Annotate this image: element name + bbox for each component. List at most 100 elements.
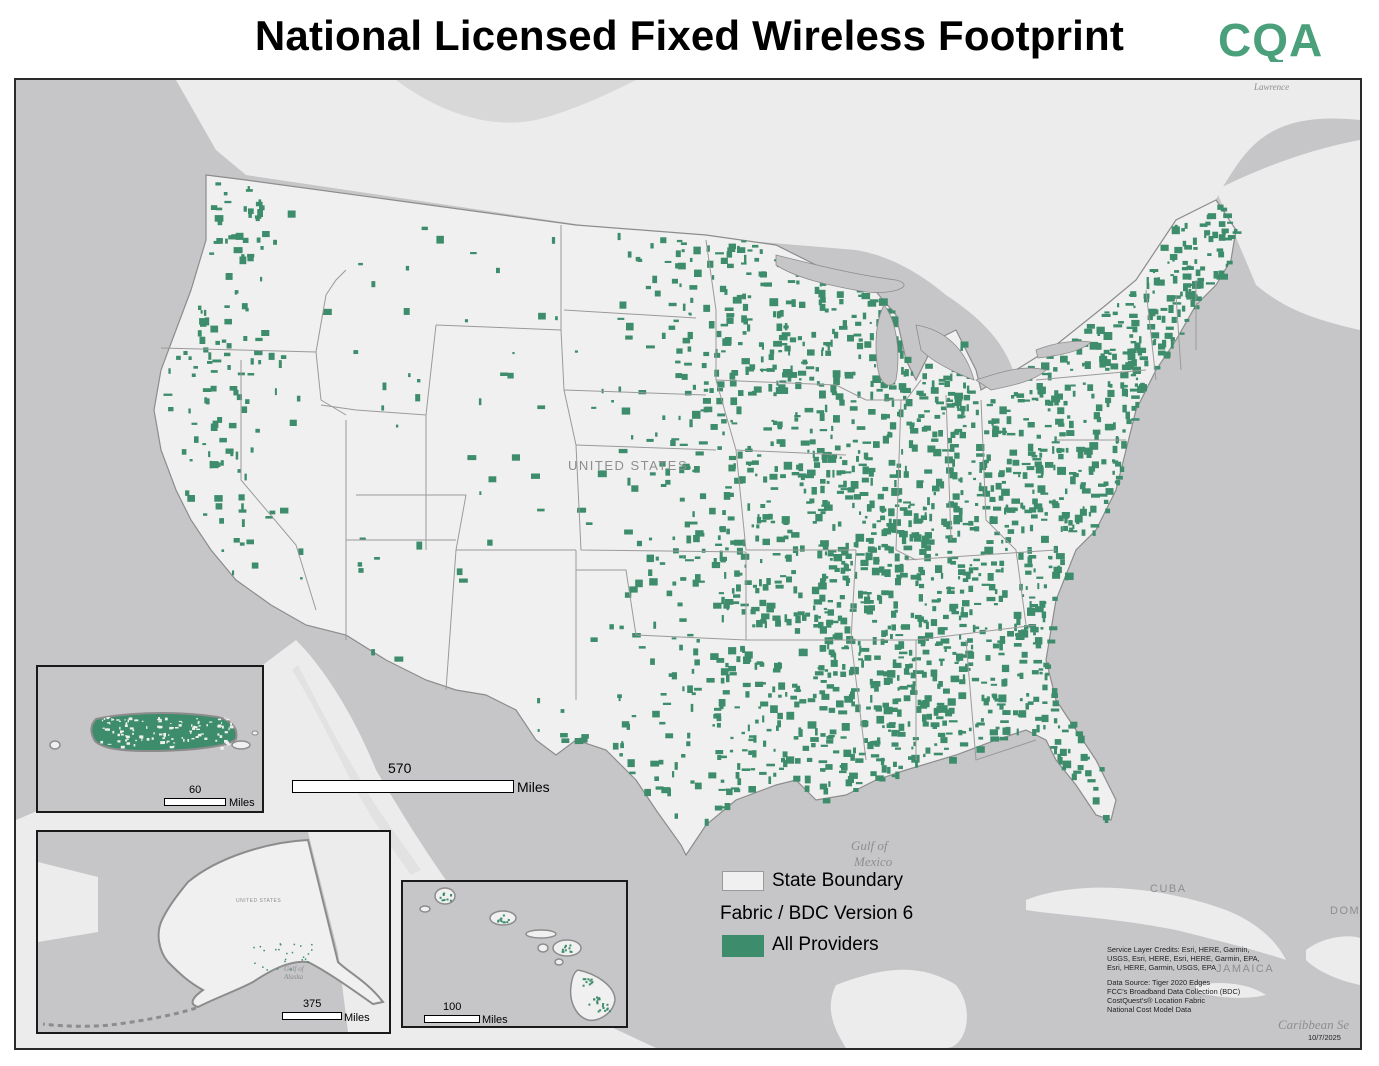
ak-coverage-patch: [275, 948, 277, 951]
coverage-patch: [1013, 471, 1022, 475]
coverage-patch: [745, 369, 749, 375]
coverage-patch: [872, 637, 877, 645]
coverage-patch: [807, 698, 816, 703]
coverage-patch: [759, 599, 767, 607]
coverage-patch: [719, 526, 726, 531]
coverage-patch: [824, 611, 830, 614]
pr-gap: [125, 722, 128, 725]
coverage-patch: [1001, 480, 1006, 484]
coverage-patch: [903, 471, 909, 478]
coverage-patch: [1226, 260, 1233, 265]
coverage-patch: [967, 390, 976, 394]
coverage-patch: [417, 379, 421, 383]
coverage-patch: [776, 323, 783, 331]
pr-gap: [195, 736, 199, 738]
coverage-patch: [766, 728, 772, 732]
coverage-patch: [217, 417, 223, 423]
coverage-patch: [968, 471, 972, 475]
coverage-patch: [1184, 245, 1192, 250]
coverage-patch: [1174, 224, 1178, 228]
coverage-patch: [762, 715, 765, 723]
coverage-patch: [969, 527, 976, 531]
coverage-patch: [619, 753, 623, 757]
puerto-rico-inset[interactable]: 60 Miles: [36, 665, 264, 813]
coverage-patch: [922, 382, 926, 385]
coverage-patch: [876, 715, 885, 724]
coverage-patch: [1082, 363, 1085, 367]
coverage-patch: [833, 671, 838, 676]
coverage-patch: [685, 559, 694, 562]
coverage-patch: [926, 660, 932, 666]
coverage-patch: [210, 325, 219, 333]
coverage-patch: [854, 571, 858, 579]
coverage-patch: [989, 496, 996, 501]
coverage-patch: [662, 415, 666, 420]
hawaii-inset[interactable]: 100 Miles: [401, 880, 628, 1028]
coverage-patch: [909, 422, 914, 429]
coverage-patch: [459, 578, 468, 583]
coverage-patch: [819, 303, 826, 311]
coverage-patch: [825, 350, 832, 356]
coverage-patch: [168, 407, 174, 412]
coverage-patch: [972, 401, 979, 405]
coverage-patch: [906, 421, 912, 426]
coverage-patch: [813, 624, 823, 628]
pr-gap: [166, 740, 170, 743]
coverage-patch: [922, 373, 927, 380]
lanai-island: [537, 943, 549, 953]
coverage-patch: [1054, 390, 1059, 398]
ak-coverage-patch: [311, 943, 313, 946]
coverage-patch: [243, 206, 247, 212]
coverage-patch: [224, 200, 232, 204]
coverage-patch: [828, 649, 835, 655]
coverage-patch: [870, 547, 877, 553]
coverage-patch: [877, 737, 881, 741]
coverage-patch: [778, 350, 783, 353]
coverage-patch: [1023, 418, 1029, 421]
coverage-patch: [611, 400, 614, 403]
alaska-inset[interactable]: UNITED STATES Gulf of Alaska 375 Miles: [36, 830, 391, 1034]
coverage-patch: [881, 639, 888, 643]
coverage-patch: [537, 698, 541, 704]
coverage-patch: [1068, 520, 1073, 526]
coverage-patch: [1218, 270, 1225, 275]
coverage-patch: [233, 247, 243, 254]
coverage-patch: [1167, 261, 1170, 264]
coverage-patch: [280, 355, 287, 359]
coverage-patch: [968, 662, 974, 666]
coverage-patch: [832, 370, 841, 378]
pr-gap: [158, 725, 163, 729]
coverage-patch: [181, 449, 187, 455]
pr-gap: [173, 745, 175, 748]
coverage-patch: [678, 415, 681, 421]
coverage-patch: [1193, 247, 1198, 250]
coverage-patch: [813, 676, 818, 680]
coverage-patch: [1027, 422, 1035, 428]
coverage-patch: [827, 549, 837, 553]
pr-gap: [129, 727, 134, 730]
coverage-patch: [856, 342, 864, 350]
coverage-patch: [714, 713, 722, 718]
pr-gap: [126, 735, 130, 739]
coverage-patch: [395, 424, 399, 428]
coverage-patch: [220, 460, 224, 466]
coverage-patch: [940, 573, 944, 579]
coverage-patch: [1174, 246, 1183, 254]
coverage-patch: [819, 783, 828, 790]
coverage-patch: [888, 385, 897, 390]
coverage-patch: [952, 651, 957, 655]
puerto-rico-map: [49, 712, 259, 753]
coverage-patch: [751, 460, 759, 465]
hi-scale-bar: [424, 1015, 480, 1023]
coverage-patch: [1051, 693, 1058, 698]
coverage-patch: [734, 570, 740, 577]
main-scale-unit: Miles: [517, 779, 550, 795]
coverage-patch: [912, 681, 916, 686]
main-scale-value: 570: [388, 760, 412, 776]
pr-gap: [153, 732, 155, 735]
coverage-patch: [858, 354, 862, 360]
coverage-patch: [777, 712, 783, 720]
coverage-patch: [820, 578, 826, 584]
coverage-patch: [1157, 350, 1166, 356]
coverage-patch: [920, 701, 928, 709]
